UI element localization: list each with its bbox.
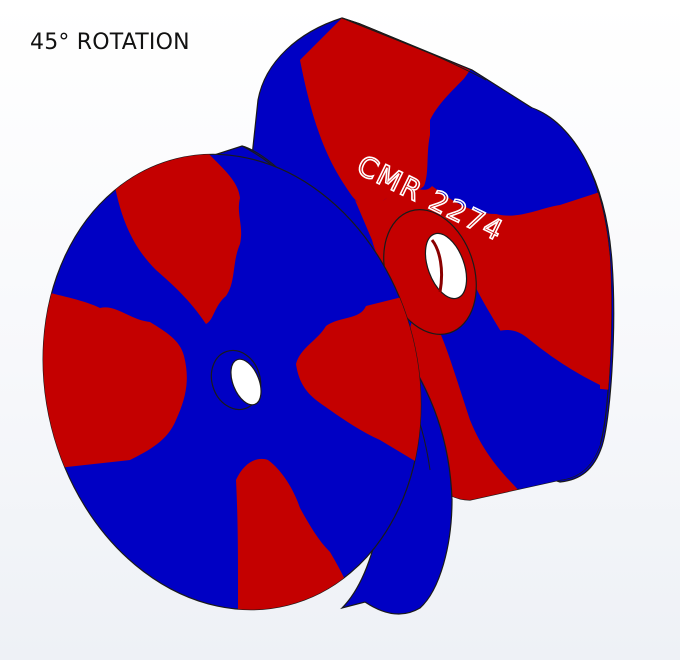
back-magnet-disc	[249, 17, 615, 501]
front-magnet-disc	[40, 136, 453, 651]
front-pole-red-right	[296, 290, 430, 470]
back-pole-blue-lower	[466, 329, 600, 490]
front-pole-red-left	[40, 290, 187, 470]
view-title: 45° ROTATION	[30, 30, 190, 55]
back-pole-red-upper-right	[430, 70, 598, 219]
front-pole-red-top	[110, 136, 242, 324]
back-pole-red-top	[300, 18, 470, 208]
